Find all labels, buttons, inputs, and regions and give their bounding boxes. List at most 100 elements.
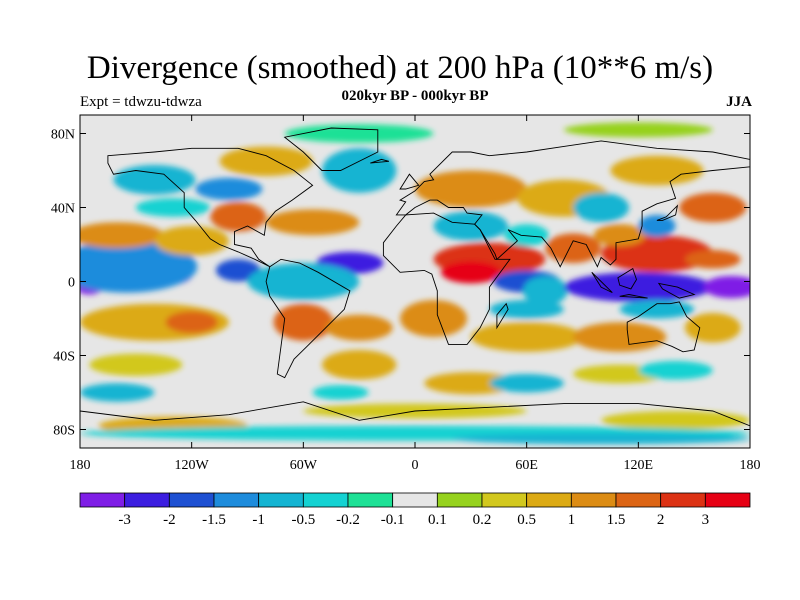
field-blob [573,192,630,223]
field-blob [219,146,313,177]
coastline [496,302,509,330]
colorbar-swatch [481,492,528,508]
field-blob [266,209,360,236]
colorbar-swatch [168,492,215,508]
field-blob [433,211,509,241]
colorbar-label: -3 [118,512,131,528]
field-blob [135,198,211,217]
field-blob [638,361,713,380]
divergence-field [80,122,750,445]
coastline [617,267,637,290]
field-blob [610,155,704,186]
coastline [399,173,420,190]
coastline [283,127,379,171]
colorbar-swatch [660,492,706,508]
colorbar-swatch [213,492,260,508]
field-blob [679,192,747,223]
colorbar-swatch [258,492,304,508]
field-blob [470,322,583,352]
field-blob [154,226,229,256]
colorbar-swatch [124,492,170,508]
field-blob [593,224,646,247]
lon-tick-label: 60E [515,458,538,473]
colorbar-swatch [526,492,572,508]
field-blob [441,261,501,284]
field-blob [247,263,360,300]
lon-tick-label: 180 [70,458,91,473]
colorbar-swatch [347,492,394,508]
coastline [619,294,648,299]
colorbar-label: 0.5 [517,512,536,528]
field-blob [215,259,261,282]
chart-title: Divergence (smoothed) at 200 hPa (10**6 … [86,50,714,86]
field-blob [452,433,750,445]
period-label: 020kyr BP - 000kyr BP [341,88,489,104]
colorbar-label: 2 [657,512,665,528]
longitude-ticks: 180 120W 60W 0 60E 120E 180 [70,115,761,473]
field-blob [89,353,183,376]
colorbar-label: -1 [252,512,265,528]
field-blob [703,275,750,299]
lon-tick-label: 60W [290,458,318,473]
field-blob [545,233,602,263]
field-blob [321,349,397,380]
lon-tick-label: 120E [624,458,654,473]
coastlines [80,127,750,448]
field-blob [80,222,164,249]
lon-tick-label: 0 [412,458,419,473]
field-blob [684,312,741,343]
field-blob [325,314,393,341]
lat-tick-label: 40N [51,202,75,217]
latitude-ticks: 80N 40N 0 40S 80S [51,128,750,439]
colorbar-label: -0.2 [336,512,360,528]
coastline [80,401,750,448]
field-blob [210,201,267,232]
coastline [370,158,390,164]
lat-tick-label: 80N [51,128,75,143]
coastline [656,204,679,221]
colorbar-swatch [392,492,438,508]
field-blob [321,148,397,193]
experiment-label: Expt = tdwzu-tdwza [80,94,202,110]
field-blob [489,374,564,393]
colorbar-swatch [302,492,349,508]
field-blob [504,224,549,247]
lat-tick-label: 80S [53,424,75,439]
colorbar-swatch [570,492,617,508]
colorbar-label: -0.1 [381,512,405,528]
season-label: JJA [726,94,752,110]
field-blob [415,170,527,208]
field-blob [80,240,198,293]
field-blob [563,122,713,138]
field-blob [424,372,518,395]
field-blob [80,383,155,402]
field-blob [400,300,468,337]
colorbar-label: -0.5 [291,512,315,528]
colorbar-swatch [79,492,126,508]
lat-tick-label: 0 [68,276,75,291]
field-blob [638,214,676,238]
colorbar-label: 0.1 [428,512,447,528]
coastline [657,282,696,299]
field-blob [113,164,196,195]
colorbar-label: -2 [163,512,176,528]
field-blob [563,272,713,302]
field-blob [312,385,369,400]
colorbar-label: 0.2 [473,512,492,528]
coastline [265,258,351,379]
lon-tick-label: 180 [740,458,761,473]
field-blob [684,250,741,269]
colorbar-label: 3 [702,512,710,528]
colorbar-label: 1.5 [607,512,626,528]
coastline [107,147,314,268]
colorbar: -3 -2 -1.5 -1 -0.5 -0.2 -0.1 0.1 0.2 0.5 1 1.5 2 3 [79,492,751,528]
field-blob [573,322,667,352]
colorbar-swatch [615,492,662,508]
field-blob [522,275,568,306]
colorbar-label: -1.5 [202,512,226,528]
colorbar-swatch [436,492,483,508]
colorbar-swatch [704,492,751,508]
coastline [382,212,511,345]
colorbar-label: 1 [568,512,576,528]
